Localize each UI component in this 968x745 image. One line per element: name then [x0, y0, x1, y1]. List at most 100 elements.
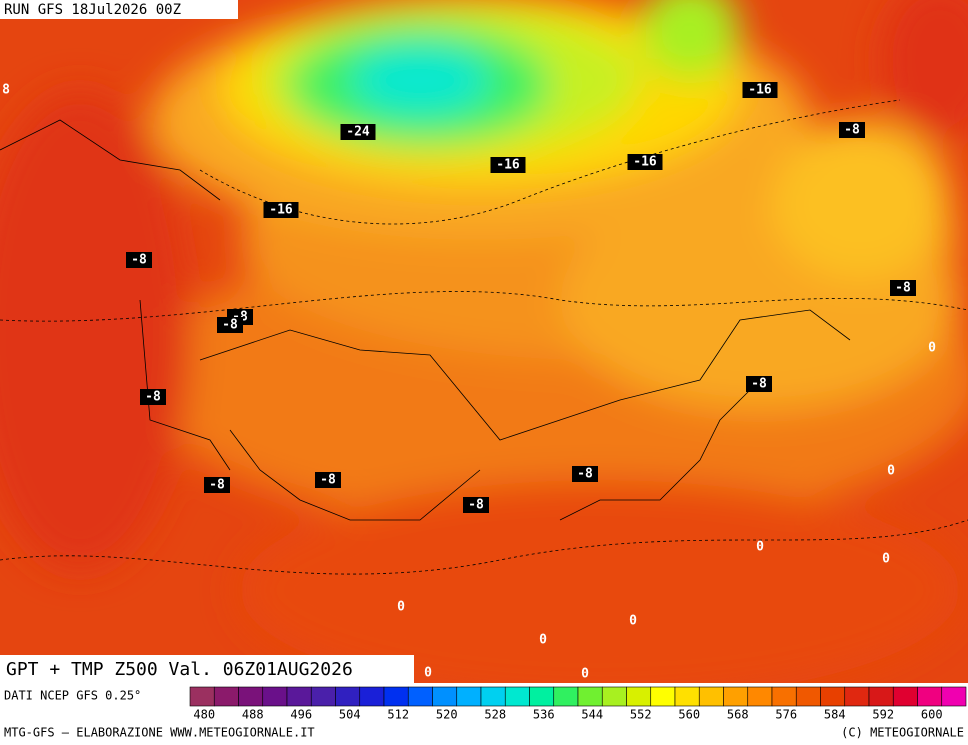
contour-label-box	[217, 317, 243, 333]
contour-label: 0	[424, 666, 432, 681]
colorbar-tick-label: 576	[775, 708, 797, 722]
contour-label: 0	[581, 667, 589, 682]
colorbar-cell	[407, 686, 433, 707]
contour-label: -8	[468, 498, 484, 513]
colorbar-cell	[771, 686, 797, 707]
colorbar-tick-label: 496	[290, 708, 312, 722]
map-title: GPT + TMP Z500 Val. 06Z01AUG2026	[6, 659, 353, 680]
colorbar-cell	[286, 686, 312, 707]
contour-label: -8	[145, 390, 161, 405]
colorbar-cell	[432, 686, 458, 707]
colorbar-cell	[795, 686, 821, 707]
contour-label: -8	[209, 478, 225, 493]
contour-label: -8	[577, 467, 593, 482]
contour-label-box	[839, 122, 865, 138]
header-box	[0, 0, 238, 19]
country-borders	[0, 119, 851, 521]
colorbar-cell	[504, 686, 530, 707]
contour-label-box	[263, 202, 299, 218]
contour-label: -16	[269, 203, 293, 218]
colorbar-cell	[892, 686, 918, 707]
colorbar-tick-label: 504	[339, 708, 361, 722]
contour-label-box	[627, 154, 663, 170]
contour-label: 0	[928, 341, 936, 356]
colorbar-tick-label: 536	[533, 708, 555, 722]
colorbar-tick-label: 544	[581, 708, 603, 722]
map-field	[0, 0, 968, 683]
colorbar-tick-label: 560	[678, 708, 700, 722]
colorbar-cell	[238, 686, 264, 707]
colorbar-cell	[456, 686, 482, 707]
colorbar-cell	[577, 686, 603, 707]
colorbar-cell	[941, 686, 967, 707]
colorbar-cell	[383, 686, 409, 707]
contour-label: -16	[748, 83, 772, 98]
contour-label-box	[315, 472, 341, 488]
contour-label: 0	[887, 464, 895, 479]
colorbar-cell	[335, 686, 361, 707]
colorbar-tick-label: 584	[824, 708, 846, 722]
contour-label-box	[742, 82, 778, 98]
contour-label: -16	[633, 155, 657, 170]
credit-right: (C) METEOGIORNALE	[841, 726, 964, 740]
colorbar-tick-label: 568	[727, 708, 749, 722]
contour-label: 8	[2, 83, 10, 98]
colorbar-tick-label: 512	[387, 708, 409, 722]
contour-label-box	[126, 252, 152, 268]
contour-label-box	[340, 124, 376, 140]
contour-lines	[0, 99, 968, 575]
contour-label-box	[890, 280, 916, 296]
contour-label: -8	[751, 377, 767, 392]
colorbar-cell	[868, 686, 894, 707]
contour-label: -16	[496, 158, 520, 173]
contour-label-box	[463, 497, 489, 513]
contour-label: -8	[222, 318, 238, 333]
contour-label: 0	[539, 633, 547, 648]
contour-label-box	[572, 466, 598, 482]
colorbar-cell	[626, 686, 652, 707]
colorbar-cell	[917, 686, 943, 707]
contour-label: 0	[629, 614, 637, 629]
contour-label-box	[204, 477, 230, 493]
colorbar-tick-label: 520	[436, 708, 458, 722]
colorbar-cell	[698, 686, 724, 707]
colorbar-cell	[529, 686, 555, 707]
contour-label-box	[490, 157, 526, 173]
colorbar-cell	[553, 686, 579, 707]
colorbar-cell	[480, 686, 506, 707]
contour-label: -8	[844, 123, 860, 138]
colorbar-cell	[601, 686, 627, 707]
credit-left: MTG-GFS – ELABORAZIONE WWW.METEOGIORNALE…	[4, 726, 315, 740]
colorbar-tick-label: 480	[193, 708, 215, 722]
colorbar-cell	[310, 686, 336, 707]
footer-box	[0, 655, 414, 683]
contour-label: -24	[346, 125, 370, 140]
data-source: DATI NCEP GFS 0.25°	[4, 689, 141, 703]
contour-label-box	[746, 376, 772, 392]
colorbar-tick-label: 552	[630, 708, 652, 722]
colorbar-cell	[262, 686, 288, 707]
colorbar-cell	[650, 686, 676, 707]
colorbar-cell	[189, 686, 215, 707]
colorbar-tick-label: 528	[484, 708, 506, 722]
run-label: RUN GFS 18Jul2026 00Z	[4, 2, 181, 18]
contour-label: 0	[882, 552, 890, 567]
colorbar-cell	[674, 686, 700, 707]
colorbar-tick-label: 488	[242, 708, 264, 722]
contour-label: 0	[756, 540, 764, 555]
contour-label: -8	[131, 253, 147, 268]
contour-label: -8	[895, 281, 911, 296]
colorbar-tick-label: 600	[921, 708, 943, 722]
colorbar-tick-label: 592	[872, 708, 894, 722]
contour-label-box	[140, 389, 166, 405]
colorbar-cell	[723, 686, 749, 707]
contour-label: 0	[397, 600, 405, 615]
colorbar-cell	[747, 686, 773, 707]
colorbar-cell	[820, 686, 846, 707]
colorbar-cell	[213, 686, 239, 707]
colorbar-cell	[359, 686, 385, 707]
colorbar-cell	[844, 686, 870, 707]
contour-label: -8	[320, 473, 336, 488]
